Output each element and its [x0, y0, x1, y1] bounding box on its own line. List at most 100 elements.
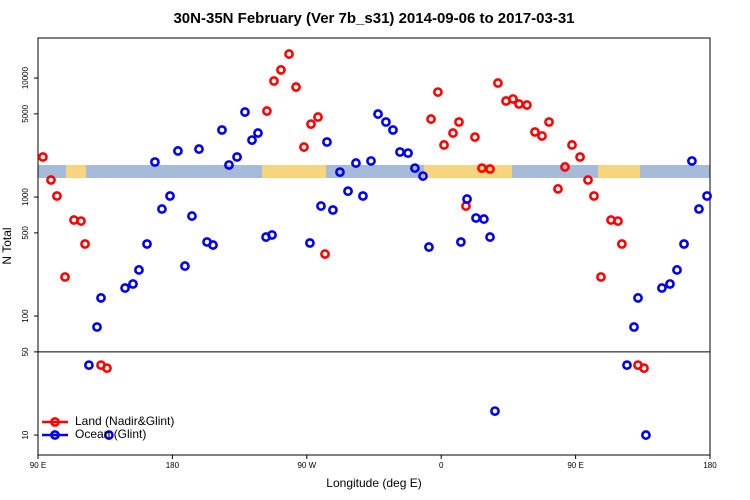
data-point: [493, 78, 503, 88]
data-point: [187, 211, 197, 221]
data-point: [575, 152, 585, 162]
data-point: [134, 265, 144, 275]
x-tick-label: 0: [439, 461, 444, 470]
data-point: [92, 322, 102, 332]
data-point: [217, 125, 227, 135]
data-point: [596, 272, 606, 282]
data-point: [157, 204, 167, 214]
x-tick-label: 180: [166, 461, 180, 470]
data-point: [46, 175, 56, 185]
data-point: [38, 152, 48, 162]
data-point: [120, 283, 130, 293]
legend-label: Land (Nadir&Glint): [75, 414, 174, 428]
data-point: [262, 106, 272, 116]
data-point: [514, 99, 524, 109]
legend-marker: [50, 430, 60, 440]
data-point: [471, 213, 481, 223]
y-tick-label: 500: [21, 226, 30, 240]
data-point: [366, 156, 376, 166]
data-point: [194, 144, 204, 154]
data-point: [253, 128, 263, 138]
data-point: [485, 232, 495, 242]
data-point: [454, 117, 464, 127]
data-point: [267, 230, 277, 240]
data-point: [616, 239, 627, 249]
data-point: [165, 191, 175, 201]
data-point: [351, 158, 361, 168]
data-point: [679, 239, 689, 249]
data-point: [305, 238, 315, 248]
data-point: [641, 430, 651, 440]
data-point: [583, 175, 593, 185]
data-point: [470, 132, 480, 142]
y-tick-label: 5000: [21, 104, 30, 122]
data-point: [128, 279, 138, 289]
data-point: [589, 191, 599, 201]
data-point: [208, 240, 218, 250]
y-tick-label: 50: [21, 347, 30, 356]
data-point: [335, 167, 345, 178]
data-point: [544, 117, 554, 127]
data-point: [395, 147, 405, 157]
plot-frame: [37, 37, 711, 456]
data-point: [269, 76, 279, 86]
data-point: [180, 261, 190, 271]
data-point: [388, 125, 398, 135]
data-point: [530, 127, 540, 137]
data-point: [426, 114, 436, 124]
data-point: [687, 156, 697, 166]
data-point: [240, 107, 250, 117]
data-point: [672, 265, 682, 275]
data-point: [80, 239, 90, 249]
data-point: [537, 131, 547, 141]
data-point: [343, 186, 353, 197]
data-point: [381, 117, 391, 127]
data-point: [639, 363, 649, 374]
data-point: [232, 152, 242, 162]
data-point: [104, 430, 114, 440]
x-tick-label: 180: [703, 461, 717, 470]
data-point: [702, 191, 712, 201]
legend-item: Ocean (Glint): [42, 427, 146, 441]
data-point: [462, 194, 472, 204]
data-point: [508, 94, 518, 104]
data-point: [613, 216, 623, 226]
legend-label: Ocean (Glint): [75, 427, 146, 441]
y-tick-label: 1000: [21, 188, 30, 206]
data-point: [299, 142, 309, 152]
data-point: [490, 406, 500, 416]
x-tick-label: 90 W: [297, 461, 316, 470]
data-point: [328, 205, 338, 215]
data-point: [424, 242, 434, 252]
data-point: [567, 140, 577, 150]
data-point: [622, 360, 632, 371]
data-point: [418, 171, 428, 181]
data-point: [403, 148, 413, 159]
x-tick-label: 90 E: [567, 461, 583, 470]
data-point: [96, 293, 106, 303]
data-point: [284, 49, 294, 59]
data-point: [306, 119, 316, 130]
data-point: [291, 82, 301, 92]
data-point: [665, 279, 675, 289]
data-point: [553, 184, 563, 194]
data-point: [410, 163, 420, 174]
chart-title: 30N-35N February (Ver 7b_s31) 2014-09-06…: [173, 10, 574, 27]
data-point: [76, 216, 86, 226]
data-point: [629, 322, 639, 332]
data-point: [142, 239, 152, 249]
data-point: [247, 135, 257, 145]
legend-marker: [50, 417, 60, 427]
data-point: [657, 283, 667, 293]
data-point: [173, 146, 183, 156]
data-point: [479, 214, 489, 224]
surface-strip: [38, 165, 710, 178]
data-point: [522, 100, 532, 110]
data-point: [358, 191, 368, 201]
data-point: [485, 164, 495, 174]
data-point: [373, 109, 383, 119]
y-tick-label: 10000: [21, 66, 30, 89]
data-point: [320, 249, 330, 259]
